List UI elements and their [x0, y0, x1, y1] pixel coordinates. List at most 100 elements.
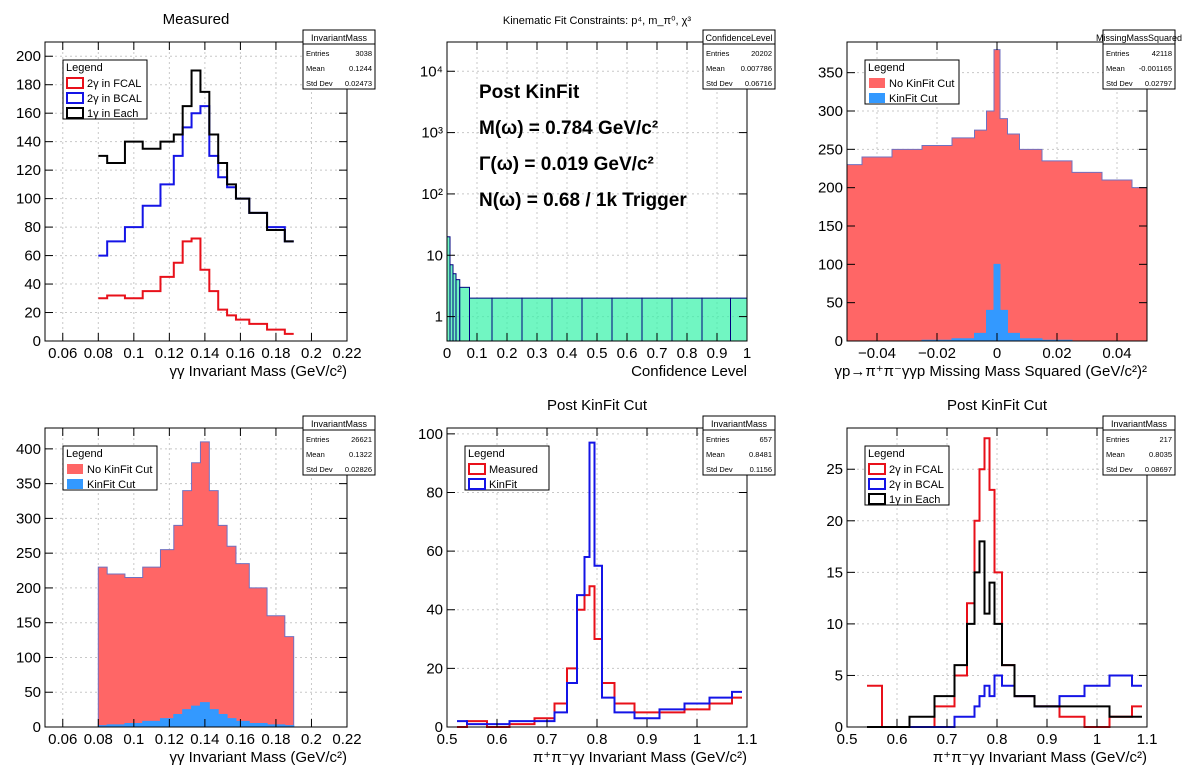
legend-swatch — [869, 93, 885, 103]
y-tick-label: 200 — [16, 48, 41, 65]
x-axis-label: π⁺π⁻γγ Invariant Mass (GeV/c²) — [533, 749, 747, 766]
legend-swatch — [67, 464, 83, 474]
y-tick-label: 15 — [826, 564, 843, 581]
legend-swatch — [468, 463, 486, 475]
legend-entry: 1γ in Each — [87, 108, 138, 120]
plot-frame — [44, 427, 348, 728]
stats-box-title: ConfidenceLevel — [705, 33, 772, 43]
stats-box: ConfidenceLevel Entries 20202 Mean 0.007786 S… — [702, 29, 776, 90]
legend-title: Legend — [468, 448, 505, 460]
x-tick-label: 0.9 — [1037, 731, 1058, 748]
x-tick-label: 0.6 — [487, 731, 508, 748]
bar — [701, 297, 731, 342]
panel-1: 0.06 0.08 0.1 0.12 0.14 0.16 0.18 0.2 0.22 0 20 40 6… — [16, 11, 376, 380]
stats-value: 0.08697 — [1145, 465, 1172, 474]
y-tick-label: 100 — [418, 426, 443, 443]
annotation: M(ω) = 0.784 GeV/c² — [479, 118, 658, 139]
annotation: Γ(ω) = 0.019 GeV/c² — [479, 154, 654, 175]
y-tick-label: 80 — [24, 219, 41, 236]
legend: Legend 2γ in FCAL 2γ in BCAL 1γ in Each — [864, 445, 950, 506]
series-line-1 — [98, 237, 294, 335]
stats-value: 0.02826 — [345, 465, 372, 474]
chart-title: Post KinFit Cut — [547, 397, 648, 414]
x-tick-label: 0.22 — [332, 731, 361, 748]
x-tick-label: 0.5 — [837, 731, 858, 748]
legend-swatch — [67, 479, 83, 489]
x-tick-label: 0.1 — [123, 731, 144, 748]
y-tick-label: 300 — [818, 103, 843, 120]
panel-2: 0 0.1 0.2 0.3 0.4 0.5 0.6 0.7 0.8 0.9 1 1 10 10² 10³ 10… — [420, 15, 776, 380]
series-area-1 — [846, 49, 1148, 342]
y-tick-label: 0 — [33, 719, 41, 736]
stats-value: 0.007786 — [741, 64, 772, 73]
x-tick-label: 0.2 — [497, 345, 518, 362]
panel-3: −0.04 −0.02 0 0.02 0.04 0 50 100 150 200 250 300 350… — [818, 29, 1182, 380]
stats-value: 0.06716 — [745, 79, 772, 88]
x-tick-label: 0.18 — [261, 345, 290, 362]
legend: Legend No KinFit Cut KinFit Cut — [62, 445, 158, 491]
stats-label: Std Dev — [1106, 79, 1133, 88]
x-tick-label: 0.2 — [301, 345, 322, 362]
stats-box-frame — [702, 415, 776, 476]
series-area-2 — [97, 702, 295, 728]
legend: Legend No KinFit Cut KinFit Cut — [864, 59, 960, 105]
stats-value: 0.1322 — [349, 450, 372, 459]
legend-entry: No KinFit Cut — [87, 464, 152, 476]
stats-box-title: MissingMassSquared — [1096, 33, 1182, 43]
y-tick-label: 10² — [421, 186, 443, 203]
legend-entry: KinFit Cut — [889, 93, 937, 105]
y-tick-label: 100 — [16, 191, 41, 208]
x-tick-label: 0.3 — [527, 345, 548, 362]
x-axis-label: Confidence Level — [631, 363, 747, 380]
chart-title: Post KinFit Cut — [947, 397, 1048, 414]
x-tick-label: 0.7 — [647, 345, 668, 362]
x-tick-label: 0.18 — [261, 731, 290, 748]
stats-value: 0.8035 — [1149, 450, 1172, 459]
x-tick-label: 0.8 — [987, 731, 1008, 748]
panel-6: 0.5 0.6 0.7 0.8 0.9 1 1.1 0 5 10 15 20 25 Post KinFit… — [826, 397, 1176, 766]
y-tick-label: 10 — [826, 616, 843, 633]
y-tick-label: 40 — [426, 602, 443, 619]
x-tick-label: 0.12 — [155, 345, 184, 362]
legend: Legend Measured KinFit — [464, 445, 550, 491]
chart-title: Measured — [163, 11, 230, 28]
stats-box-frame — [302, 29, 376, 90]
stats-box-frame — [302, 415, 376, 476]
y-tick-label: 50 — [826, 295, 843, 312]
y-tick-label: 80 — [426, 484, 443, 501]
bar — [469, 297, 493, 342]
stats-value: 657 — [759, 435, 772, 444]
x-tick-label: 0.06 — [48, 345, 77, 362]
x-axis-label: γp→π⁺π⁻γγp Missing Mass Squared (GeV/c²)… — [835, 363, 1147, 380]
y-tick-label: 10³ — [421, 125, 443, 142]
y-tick-label: 0 — [835, 333, 843, 350]
y-tick-label: 10 — [426, 247, 443, 264]
bar — [459, 286, 470, 342]
stats-box: InvariantMass Entries 3038 Mean 0.1244 Std De… — [302, 29, 376, 90]
x-tick-label: 0.14 — [190, 345, 219, 362]
x-tick-label: 0.16 — [226, 345, 255, 362]
stats-box-frame — [1102, 29, 1176, 90]
y-tick-label: 160 — [16, 105, 41, 122]
x-tick-label: 0.8 — [677, 345, 698, 362]
stats-value: 0.02473 — [345, 79, 372, 88]
stats-label: Std Dev — [1106, 465, 1133, 474]
legend-swatch — [868, 478, 886, 490]
stats-label: Mean — [1106, 64, 1125, 73]
stats-label: Mean — [706, 64, 725, 73]
legend-swatch — [468, 478, 486, 490]
legend-entry: 2γ in FCAL — [87, 78, 141, 90]
stats-value: -0.001165 — [1139, 64, 1172, 73]
legend-entry: 2γ in BCAL — [87, 93, 142, 105]
stats-label: Entries — [306, 49, 330, 58]
series-line-1 — [457, 585, 742, 728]
series-line-1 — [867, 437, 1142, 728]
x-tick-label: 0 — [993, 345, 1001, 362]
panel-5: 0.5 0.6 0.7 0.8 0.9 1 1.1 0 20 40 60 80 100 Post KinF… — [418, 397, 776, 766]
x-axis-label: π⁺π⁻γγ Invariant Mass (GeV/c²) — [933, 749, 1147, 766]
x-tick-label: 0.12 — [155, 731, 184, 748]
x-tick-label: 0.7 — [937, 731, 958, 748]
legend-swatch — [66, 107, 84, 119]
series-line-3 — [98, 69, 294, 243]
y-tick-label: 350 — [16, 476, 41, 493]
